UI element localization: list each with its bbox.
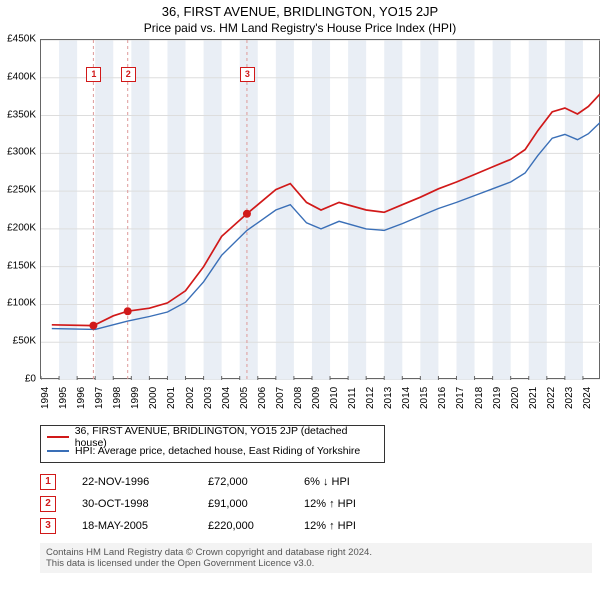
x-tick-label: 2015: [419, 387, 430, 409]
y-tick-label: £100K: [7, 298, 36, 309]
title-subtitle: Price paid vs. HM Land Registry's House …: [0, 21, 600, 35]
x-tick-label: 2016: [437, 387, 448, 409]
y-axis: £0£50K£100K£150K£200K£250K£300K£350K£400…: [0, 39, 38, 379]
legend-row: HPI: Average price, detached house, East…: [47, 444, 378, 458]
sale-row: 3 18-MAY-2005 £220,000 12% ↑ HPI: [40, 515, 600, 537]
y-tick-label: £250K: [7, 185, 36, 196]
x-tick-label: 2000: [148, 387, 159, 409]
attribution-footer: Contains HM Land Registry data © Crown c…: [40, 543, 592, 573]
chart-svg: [41, 40, 600, 380]
x-tick-label: 1997: [94, 387, 105, 409]
legend-row: 36, FIRST AVENUE, BRIDLINGTON, YO15 2JP …: [47, 430, 378, 444]
x-tick-label: 2004: [221, 387, 232, 409]
x-tick-label: 2010: [329, 387, 340, 409]
x-tick-label: 2011: [347, 387, 358, 409]
title-address: 36, FIRST AVENUE, BRIDLINGTON, YO15 2JP: [0, 4, 600, 19]
price-chart-card: 36, FIRST AVENUE, BRIDLINGTON, YO15 2JP …: [0, 4, 600, 594]
footer-line-1: Contains HM Land Registry data © Crown c…: [46, 547, 586, 558]
x-tick-label: 1994: [40, 387, 51, 409]
sale-number-badge: 3: [40, 518, 56, 534]
sale-row: 2 30-OCT-1998 £91,000 12% ↑ HPI: [40, 493, 600, 515]
sale-date: 22-NOV-1996: [82, 476, 182, 488]
x-tick-label: 2020: [510, 387, 521, 409]
y-tick-label: £200K: [7, 222, 36, 233]
y-tick-label: £350K: [7, 109, 36, 120]
y-tick-label: £150K: [7, 260, 36, 271]
sale-hpi-delta: 12% ↑ HPI: [304, 520, 394, 532]
x-tick-label: 2023: [564, 387, 575, 409]
x-tick-label: 2006: [257, 387, 268, 409]
sale-marker-label: 2: [121, 67, 136, 82]
x-tick-label: 2007: [275, 387, 286, 409]
legend-swatch: [47, 450, 69, 452]
sale-hpi-delta: 6% ↓ HPI: [304, 476, 394, 488]
sale-number-badge: 2: [40, 496, 56, 512]
chart-area: £0£50K£100K£150K£200K£250K£300K£350K£400…: [40, 39, 600, 379]
sale-price: £72,000: [208, 476, 278, 488]
sale-marker-label: 1: [86, 67, 101, 82]
x-tick-label: 2005: [239, 387, 250, 409]
x-tick-label: 2002: [185, 387, 196, 409]
x-tick-label: 2017: [455, 387, 466, 409]
y-tick-label: £0: [25, 374, 36, 385]
legend: 36, FIRST AVENUE, BRIDLINGTON, YO15 2JP …: [40, 425, 385, 463]
y-tick-label: £50K: [13, 336, 36, 347]
x-tick-label: 2019: [492, 387, 503, 409]
y-tick-label: £400K: [7, 71, 36, 82]
y-tick-label: £450K: [7, 34, 36, 45]
x-tick-label: 2003: [203, 387, 214, 409]
x-tick-label: 1998: [112, 387, 123, 409]
sale-marker-label: 3: [240, 67, 255, 82]
x-tick-label: 2022: [546, 387, 557, 409]
sales-list: 1 22-NOV-1996 £72,000 6% ↓ HPI 2 30-OCT-1998 £…: [40, 471, 600, 537]
sale-number-badge: 1: [40, 474, 56, 490]
y-tick-label: £300K: [7, 147, 36, 158]
x-tick-label: 2001: [166, 387, 177, 409]
x-tick-label: 1995: [58, 387, 69, 409]
sale-hpi-delta: 12% ↑ HPI: [304, 498, 394, 510]
sale-price: £91,000: [208, 498, 278, 510]
x-tick-label: 2008: [293, 387, 304, 409]
plot-area: 1 2 3: [40, 39, 600, 379]
x-tick-label: 2018: [474, 387, 485, 409]
legend-swatch: [47, 436, 69, 438]
legend-text: HPI: Average price, detached house, East…: [75, 445, 360, 457]
sale-date: 18-MAY-2005: [82, 520, 182, 532]
sale-row: 1 22-NOV-1996 £72,000 6% ↓ HPI: [40, 471, 600, 493]
x-tick-label: 2013: [383, 387, 394, 409]
x-tick-label: 1996: [76, 387, 87, 409]
sale-date: 30-OCT-1998: [82, 498, 182, 510]
footer-line-2: This data is licensed under the Open Gov…: [46, 558, 586, 569]
sale-price: £220,000: [208, 520, 278, 532]
x-tick-label: 2014: [401, 387, 412, 409]
x-tick-label: 2009: [311, 387, 322, 409]
x-tick-label: 2012: [365, 387, 376, 409]
x-axis: 1994 1995 1996 1997 1998 1999 2000 2001 2002 2003…: [40, 379, 600, 419]
x-tick-label: 2024: [582, 387, 593, 409]
x-tick-label: 1999: [130, 387, 141, 409]
x-tick-label: 2021: [528, 387, 539, 409]
